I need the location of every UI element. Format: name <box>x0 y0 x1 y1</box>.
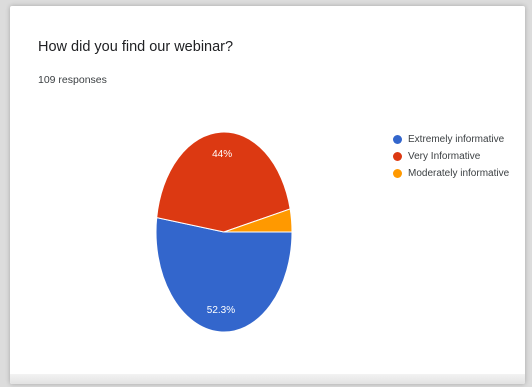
legend-label: Very Informative <box>408 151 481 162</box>
pie-slice-very[interactable] <box>156 131 291 233</box>
slice-value-label: 52.3% <box>207 305 235 316</box>
legend-swatch <box>393 169 402 178</box>
pie-chart: 52.3% 44% <box>155 131 293 333</box>
legend-item-very[interactable]: Very Informative <box>393 148 509 165</box>
chart-card: How did you find our webinar? 109 respon… <box>10 6 525 384</box>
pie-slice-extremely[interactable] <box>155 216 293 333</box>
question-title: How did you find our webinar? <box>38 39 234 55</box>
slice-value-label: 44% <box>212 149 232 160</box>
legend-label: Extremely informative <box>408 134 505 145</box>
pie-slice-moderately[interactable] <box>223 208 293 233</box>
legend-swatch <box>393 135 402 144</box>
card-bottom-edge <box>10 374 525 384</box>
legend-item-moderately[interactable]: Moderately informative <box>393 165 509 182</box>
response-count: 109 responses <box>38 74 107 86</box>
legend-label: Moderately informative <box>408 168 510 179</box>
legend-swatch <box>393 152 402 161</box>
legend-item-extremely[interactable]: Extremely informative <box>393 131 509 148</box>
chart-legend: Extremely informative Very Informative M… <box>393 131 509 182</box>
